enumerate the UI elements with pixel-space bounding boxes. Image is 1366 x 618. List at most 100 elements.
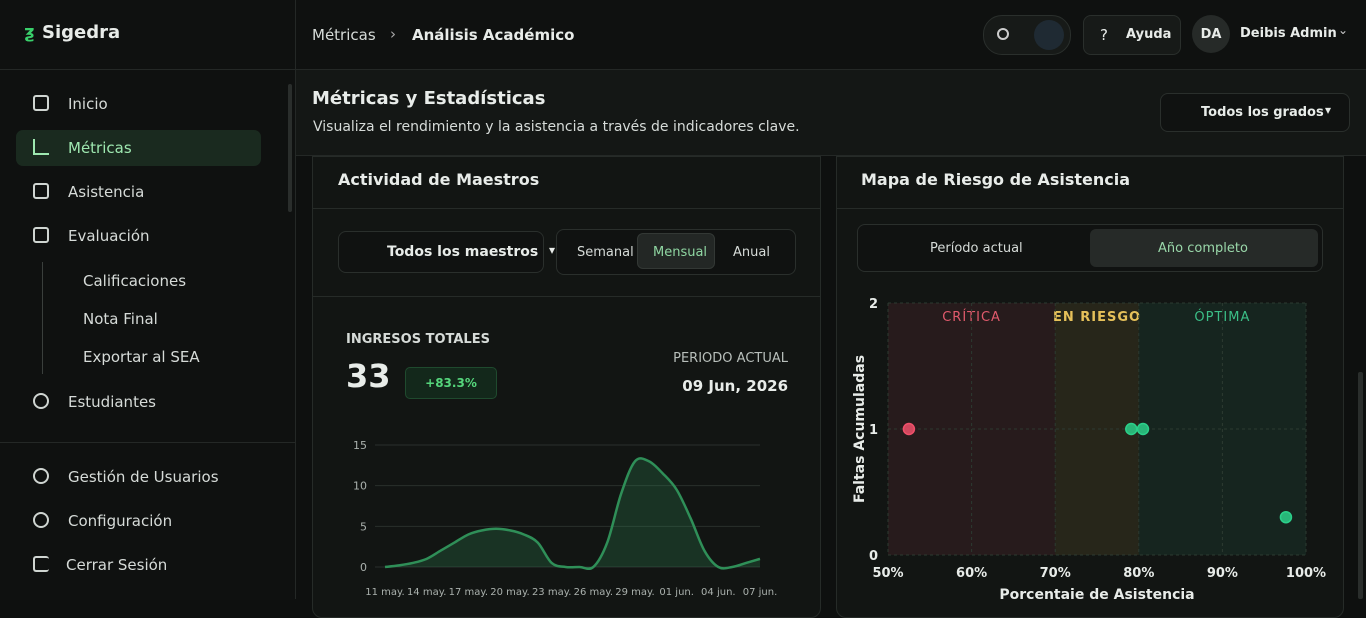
- sub-item[interactable]: Exportar al SEA: [83, 348, 200, 366]
- divider: [0, 69, 295, 70]
- grade-filter-label: Todos los grados: [1201, 105, 1324, 120]
- y-tick-label: 2: [869, 297, 878, 312]
- sub-line: [42, 262, 43, 374]
- activity-chart: 0 5 10 15 11 may. 14 may. 17 may. 20 may. 23 may…: [353, 439, 778, 598]
- x-tick-label: 01 jun.: [659, 587, 694, 598]
- card-title: Mapa de Riesgo de Asistencia: [861, 170, 1131, 189]
- caret: ▾: [1325, 103, 1332, 117]
- theme-toggle[interactable]: [983, 15, 1071, 55]
- tab-active-bg: [637, 233, 715, 269]
- x-tick-label: 23 may.: [532, 587, 571, 598]
- sidebar-bottom: [0, 442, 295, 600]
- x-tick-label: 26 may.: [574, 587, 613, 598]
- sub-item[interactable]: Calificaciones: [83, 272, 187, 290]
- nav-item[interactable]: Configuración: [16, 503, 261, 539]
- scrollbar: [1358, 372, 1363, 599]
- point: [1279, 510, 1293, 524]
- divider: [313, 208, 820, 209]
- nav-item-active[interactable]: Métricas: [16, 130, 261, 166]
- nav-label: Asistencia: [68, 183, 145, 201]
- x-tick-label: 04 jun.: [701, 587, 736, 598]
- y-axis-title: Faltas Acumuladas: [852, 355, 868, 503]
- nav-item[interactable]: Estudiantes: [16, 384, 261, 420]
- teacher-select-label: Todos los maestros: [387, 244, 539, 260]
- stat-label: INGRESOS TOTALES: [346, 332, 490, 347]
- x-axis-title: Porcentaje de Asistencia: [999, 587, 1194, 599]
- brand: Sigedra: [42, 22, 121, 43]
- teacher-select[interactable]: Todos los maestros: [338, 231, 544, 273]
- breadcrumb-current: Análisis Académico: [412, 26, 575, 44]
- nav-item[interactable]: Inicio: [16, 86, 261, 122]
- nav-label: Evaluación: [68, 227, 150, 245]
- help-button[interactable]: ? Ayuda: [1083, 15, 1181, 55]
- tab-active[interactable]: Año completo: [1158, 241, 1248, 256]
- y-tick-label: 0: [869, 549, 878, 564]
- divider: [837, 208, 1343, 209]
- nav-item[interactable]: Gestión de Usuarios: [16, 459, 261, 495]
- breadcrumb-separator: ›: [390, 25, 396, 43]
- y-tick-label: 1: [869, 423, 878, 438]
- x-tick-label: 07 jun.: [743, 587, 778, 598]
- user-name[interactable]: Deibis Admin: [1240, 26, 1337, 41]
- avatar[interactable]: DA: [1192, 15, 1230, 53]
- x-tick-label: 14 may.: [407, 587, 446, 598]
- nav-label: Métricas: [68, 139, 132, 157]
- stat-change: +83.3%: [405, 367, 497, 399]
- tab[interactable]: Anual: [733, 245, 770, 260]
- y-tick-label: 0: [360, 561, 367, 574]
- range-tabs: Período actual Año completo: [857, 224, 1323, 272]
- nav-item[interactable]: Asistencia: [16, 174, 261, 210]
- nav-label: Estudiantes: [68, 393, 156, 411]
- sidebar: ƺ Sigedra Inicio Métricas Asistencia Eva…: [0, 0, 296, 600]
- breadcrumb-item[interactable]: Métricas: [312, 26, 376, 44]
- risk-map-card: Mapa de Riesgo de Asistencia Período act…: [836, 156, 1344, 618]
- y-tick-label: 15: [353, 439, 367, 452]
- x-tick-label: 90%: [1207, 566, 1238, 581]
- page-title: Métricas y Estadísticas: [312, 88, 546, 109]
- y-tick-label: 10: [353, 480, 367, 493]
- moon-icon[interactable]: [1034, 20, 1064, 50]
- nav-label: Configuración: [68, 512, 173, 530]
- nav-label: Inicio: [68, 95, 108, 113]
- x-tick-label: 70%: [1040, 566, 1071, 581]
- help-icon: ?: [1100, 26, 1108, 44]
- topbar: Métricas › Análisis Académico ? Ayuda DA…: [296, 0, 1366, 70]
- period-label: PERIODO ACTUAL: [673, 351, 788, 366]
- zone-label: CRÍTICA: [942, 309, 1001, 325]
- x-tick-label: 20 may.: [490, 587, 529, 598]
- help-label: Ayuda: [1126, 27, 1172, 42]
- scrollbar: [288, 84, 292, 212]
- x-tick-label: 80%: [1123, 566, 1154, 581]
- tab[interactable]: Semanal: [577, 245, 634, 260]
- nav-item[interactable]: Cerrar Sesión: [16, 547, 261, 583]
- point: [1125, 422, 1138, 436]
- tab[interactable]: Período actual: [930, 241, 1023, 256]
- x-tick-label: 50%: [872, 566, 903, 581]
- nav-item[interactable]: Evaluación: [16, 218, 261, 254]
- tab-active-bg: [1090, 229, 1318, 267]
- sun-icon[interactable]: [997, 28, 1009, 40]
- user-caret: ⌄: [1338, 23, 1349, 37]
- grade-filter[interactable]: Todos los grados ▾: [1160, 93, 1350, 132]
- point: [902, 422, 916, 436]
- zone-label: EN RIESGO: [1053, 310, 1141, 325]
- x-tick-label: 17 may.: [449, 587, 488, 598]
- tab-active[interactable]: Mensual: [653, 245, 708, 260]
- y-tick-label: 5: [360, 520, 367, 533]
- x-tick-label: 29 may.: [615, 587, 654, 598]
- area-line: [384, 457, 761, 571]
- x-tick-label: 60%: [956, 566, 987, 581]
- stat-change-text: +83.3%: [425, 376, 477, 390]
- sub-item[interactable]: Nota Final: [83, 310, 158, 328]
- area-fill: [385, 458, 760, 569]
- divider: [313, 296, 820, 297]
- period-date: 09 Jun, 2026: [682, 377, 788, 395]
- page-subtitle: Visualiza el rendimiento y la asistencia…: [313, 119, 800, 135]
- logo-icon: ƺ: [24, 22, 35, 43]
- nav-label: Gestión de Usuarios: [68, 468, 219, 486]
- period-tabs: Semanal Mensual Anual: [556, 229, 796, 275]
- nav-label: Cerrar Sesión: [66, 556, 168, 574]
- caret: ▾: [549, 243, 556, 257]
- x-tick-label: 11 may.: [365, 587, 404, 598]
